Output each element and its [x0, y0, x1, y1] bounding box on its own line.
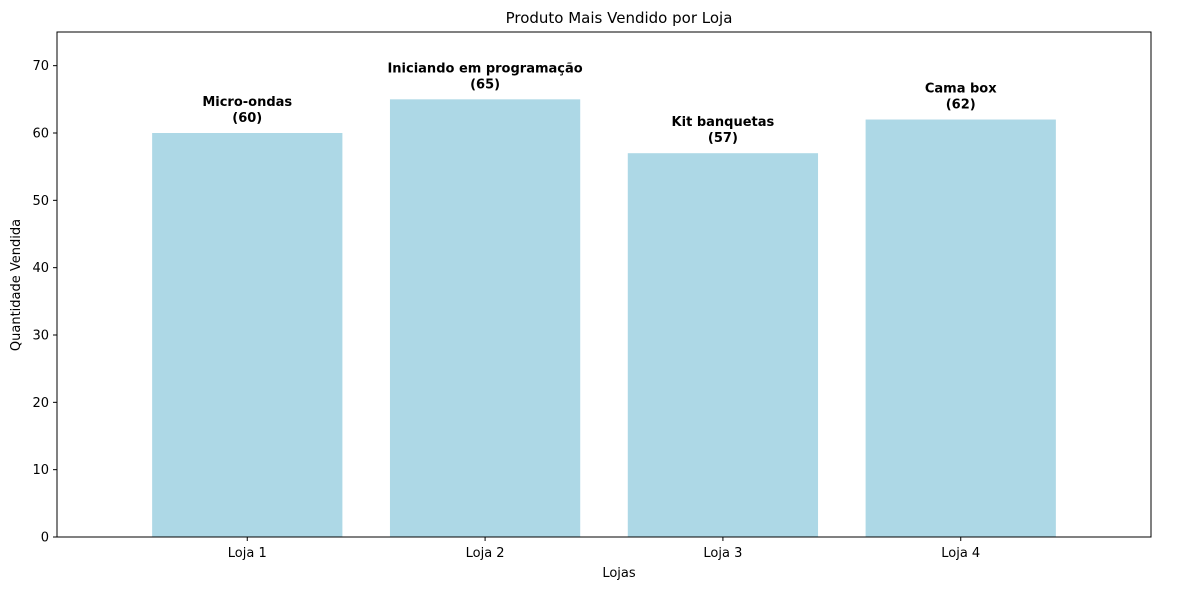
bar-4 [865, 119, 1056, 538]
bar-label-product-4: Cama box [925, 82, 997, 97]
bar-1 [152, 133, 343, 537]
y-axis: 0 10 20 30 40 50 60 70 [32, 59, 57, 546]
y-tick-label-50: 50 [32, 194, 49, 209]
x-tick-label-4: Loja 4 [941, 546, 980, 561]
bar-labels-layer: Micro-ondas(60)Iniciando em programação(… [202, 61, 997, 146]
x-axis: Loja 1 Loja 2 Loja 3 Loja 4 [228, 537, 980, 561]
bar-label-product-1: Micro-ondas [202, 95, 292, 110]
bar-label-product-3: Kit banquetas [672, 115, 775, 130]
y-tick-label-0: 0 [41, 531, 49, 546]
y-axis-label: Quantidade Vendida [9, 219, 24, 351]
y-tick-label-60: 60 [32, 127, 49, 142]
bar-3 [627, 153, 819, 537]
y-tick-label-40: 40 [32, 261, 49, 276]
bar-label-value-1: (60) [232, 111, 262, 126]
y-tick-label-20: 20 [32, 396, 49, 411]
bar-label-product-2: Iniciando em programação [387, 61, 582, 76]
x-axis-label: Lojas [602, 566, 636, 581]
bars-layer [152, 99, 1056, 538]
y-tick-label-10: 10 [32, 463, 49, 478]
plot-frame [56, 31, 1152, 538]
bar-label-value-2: (65) [470, 77, 500, 92]
bar-2 [389, 99, 581, 537]
y-tick-label-30: 30 [32, 329, 49, 344]
y-tick-label-70: 70 [32, 59, 49, 74]
chart-title: Produto Mais Vendido por Loja [506, 9, 733, 27]
bar-label-value-4: (62) [946, 98, 976, 113]
x-tick-label-1: Loja 1 [228, 546, 267, 561]
x-tick-label-3: Loja 3 [703, 546, 742, 561]
bar-label-value-3: (57) [708, 131, 738, 146]
x-tick-label-2: Loja 2 [466, 546, 505, 561]
